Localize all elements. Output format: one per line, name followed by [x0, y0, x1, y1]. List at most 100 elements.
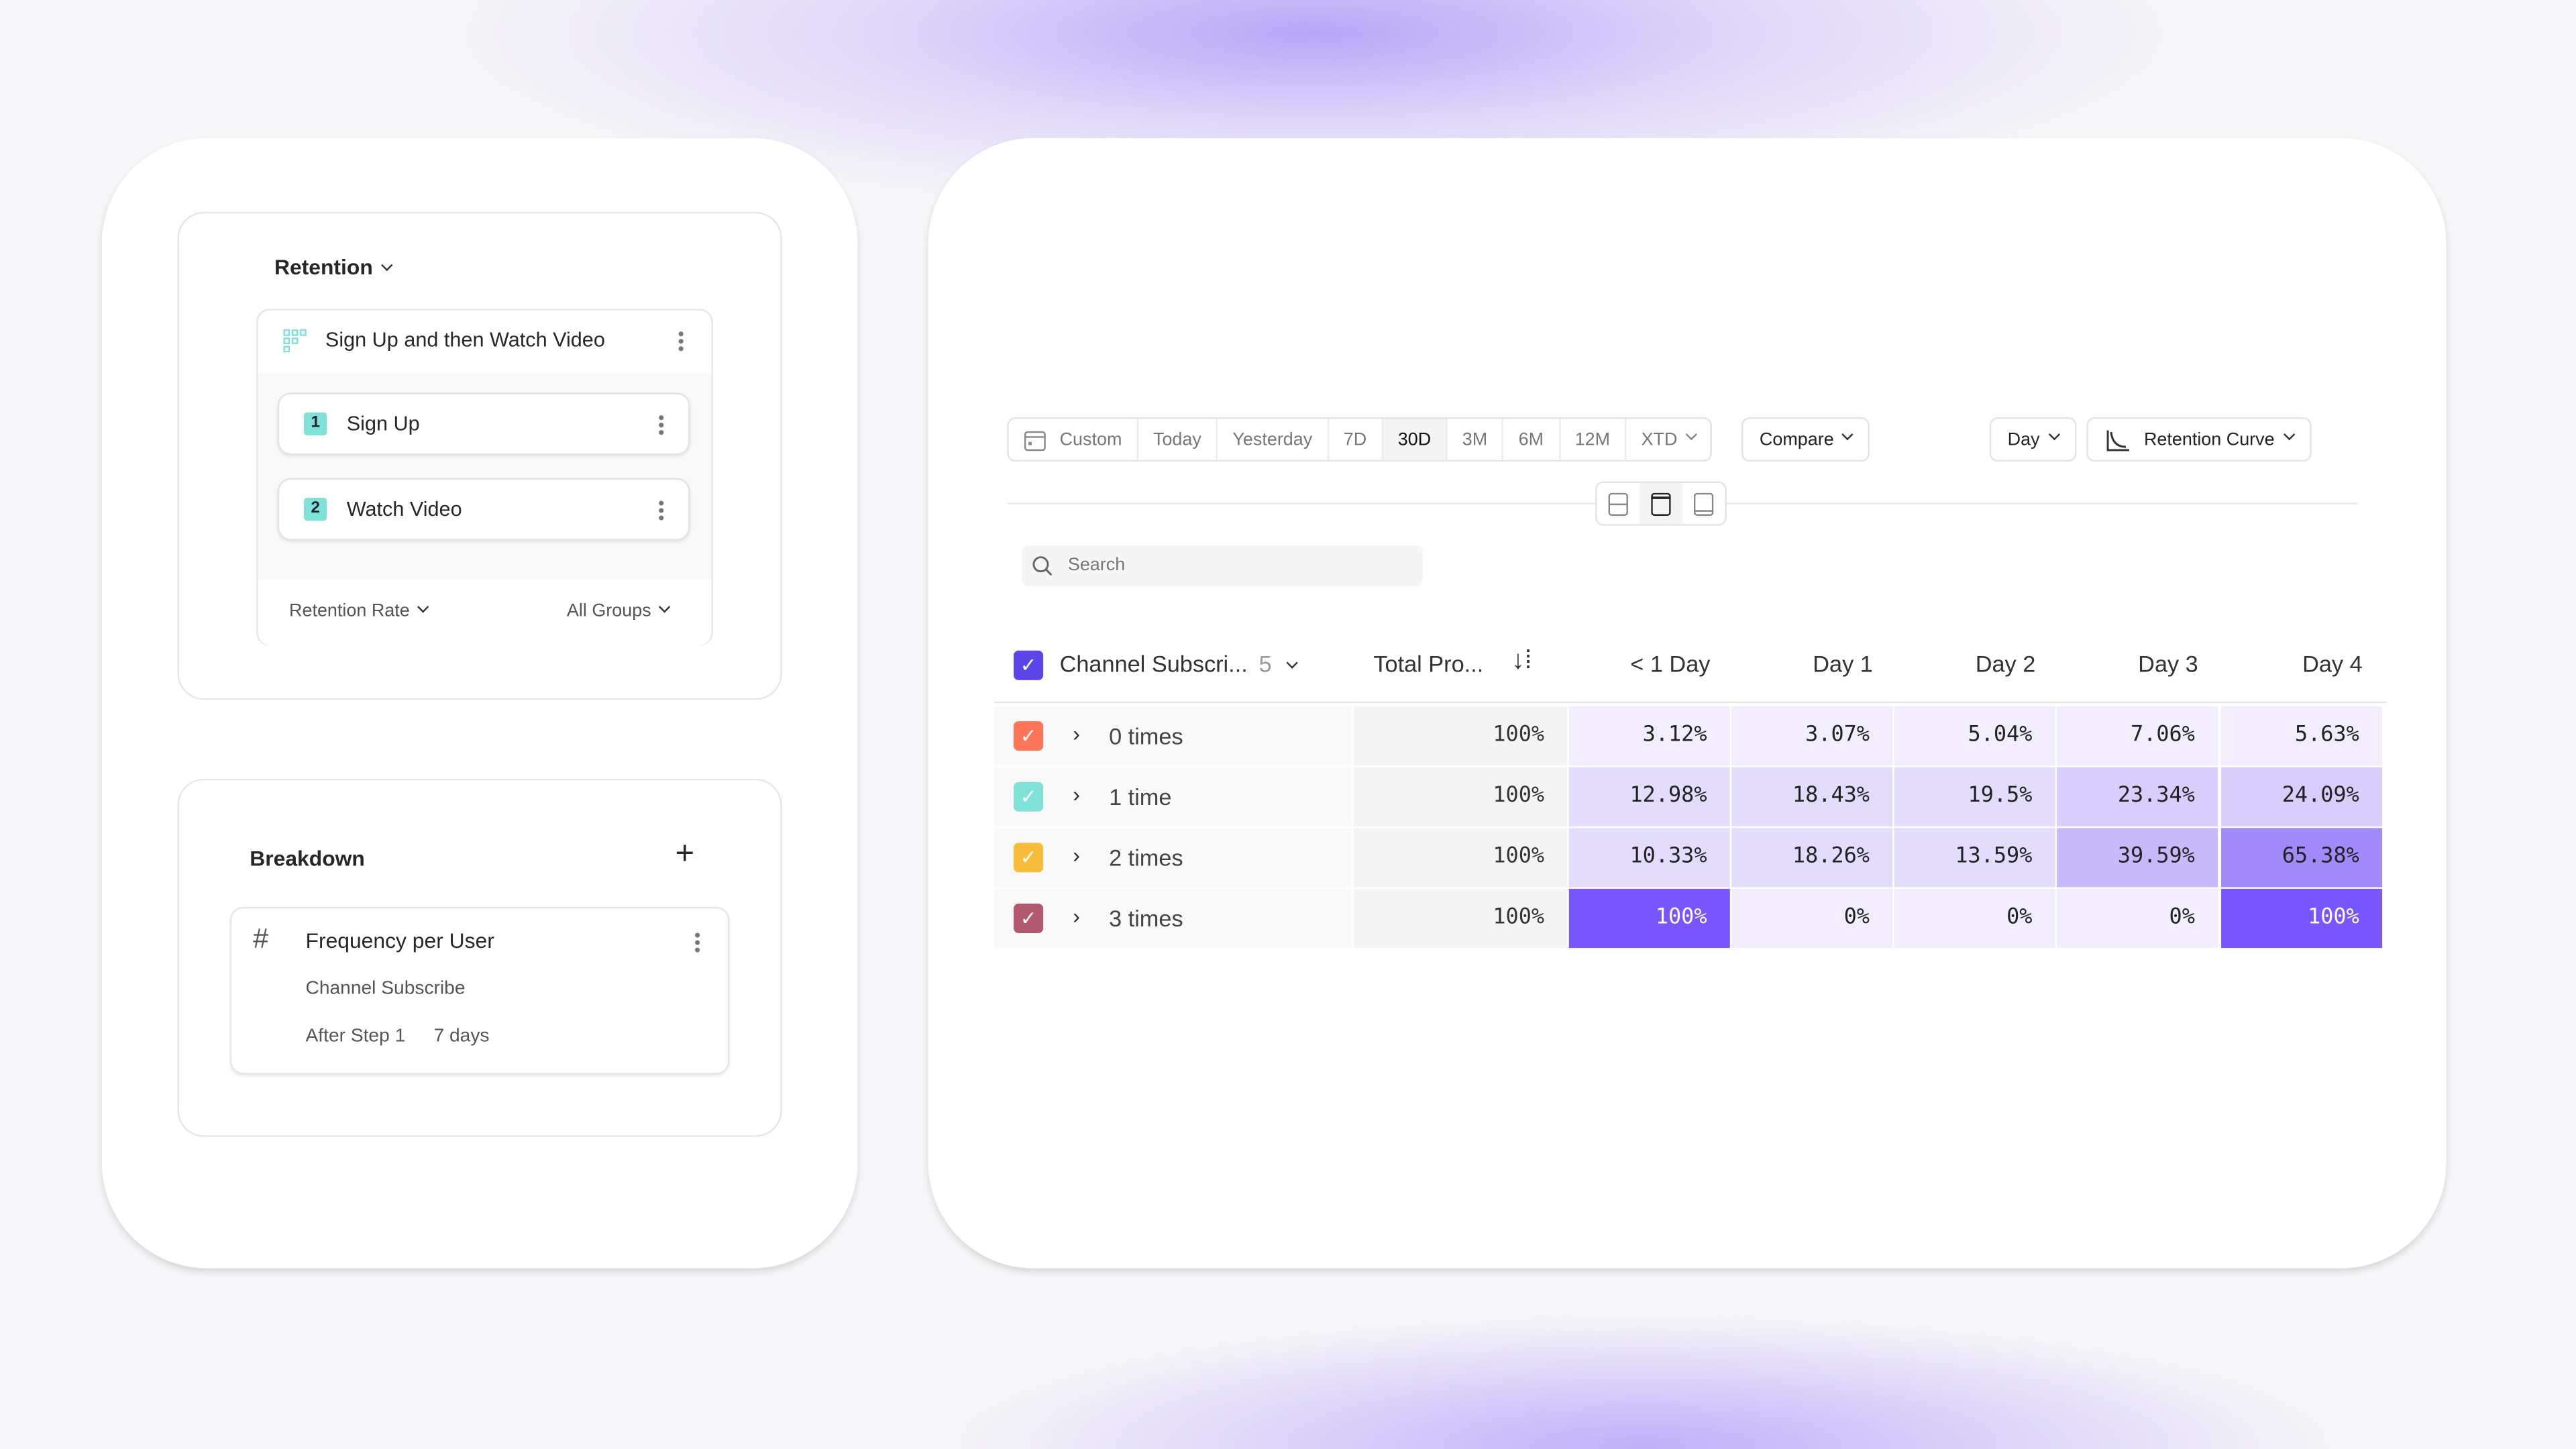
date-range-7d[interactable]: 7D [1329, 419, 1383, 460]
row-label: 2 times [1109, 844, 1183, 871]
expand-row-icon[interactable]: › [1073, 721, 1080, 746]
total-cell: 100% [1353, 888, 1568, 949]
step-label: Watch Video [346, 498, 462, 521]
retention-card: Retention Sign Up and then Watch Video 1… [177, 211, 782, 700]
breakdown-window[interactable]: 7 days [433, 1026, 490, 1047]
search-placeholder: Search [1067, 555, 1126, 576]
layout-table-icon[interactable] [1682, 483, 1725, 524]
chevron-down-icon [1685, 429, 1697, 441]
more-options-icon[interactable] [659, 499, 664, 521]
retention-cell[interactable]: 10.33% [1568, 828, 1730, 888]
metric-dropdown[interactable]: Retention Rate [289, 601, 430, 621]
breakdown-title: Breakdown [250, 846, 365, 871]
total-cell: 100% [1353, 706, 1568, 766]
retention-cell[interactable]: 18.43% [1731, 767, 1893, 826]
chevron-down-icon [380, 259, 393, 272]
row-label: 0 times [1109, 722, 1183, 749]
date-range-30d[interactable]: 30D [1383, 419, 1448, 460]
expand-row-icon[interactable]: › [1073, 782, 1080, 807]
step-watch-video[interactable]: 2 Watch Video [277, 478, 690, 541]
retention-cell[interactable]: 24.09% [2221, 767, 2383, 826]
chart-type-dropdown[interactable]: Retention Curve [2086, 417, 2311, 462]
row-label-bg [994, 828, 1352, 888]
total-cell: 100% [1353, 828, 1568, 888]
calendar-icon [1024, 430, 1046, 451]
retention-selector[interactable]: Retention [274, 254, 393, 280]
left-panel: Retention Sign Up and then Watch Video 1… [101, 138, 858, 1269]
column-header-day[interactable]: < 1 Day [1630, 650, 1711, 677]
date-range-xtd[interactable]: XTD [1627, 419, 1711, 460]
chevron-down-icon [2047, 429, 2060, 441]
row-checkbox[interactable]: ✓ [1014, 782, 1044, 812]
groups-dropdown[interactable]: All Groups [567, 601, 672, 621]
breakdown-item[interactable]: # Frequency per User Channel Subscribe A… [229, 906, 730, 1075]
retention-cell[interactable]: 100% [2221, 888, 2383, 949]
date-range-3m[interactable]: 3M [1448, 419, 1504, 460]
date-range-12m[interactable]: 12M [1560, 419, 1627, 460]
expand-row-icon[interactable]: › [1073, 903, 1080, 928]
chevron-down-icon [659, 601, 672, 613]
breakdown-item-title: Frequency per User [305, 928, 494, 953]
retention-cell[interactable]: 0% [2057, 888, 2218, 949]
chevron-down-icon [417, 601, 430, 613]
chevron-down-icon [2282, 429, 2295, 441]
step-sign-up[interactable]: 1 Sign Up [277, 392, 690, 455]
column-header-day[interactable]: Day 4 [2302, 650, 2363, 677]
retention-cell[interactable]: 3.12% [1568, 706, 1730, 766]
row-label: 3 times [1109, 905, 1183, 932]
expand-row-icon[interactable]: › [1073, 843, 1080, 868]
retention-cell[interactable]: 5.04% [1894, 706, 2055, 766]
retention-cell[interactable]: 7.06% [2057, 706, 2218, 766]
date-range-yesterday[interactable]: Yesterday [1218, 419, 1329, 460]
retention-cell[interactable]: 0% [1894, 888, 2055, 949]
interval-dropdown[interactable]: Day [1989, 417, 2076, 462]
hash-icon: # [253, 923, 269, 955]
date-range-custom[interactable]: Custom [1009, 419, 1138, 460]
breakdown-count: 5 [1258, 650, 1272, 677]
retention-cell[interactable]: 39.59% [2057, 828, 2218, 888]
sort-descending-icon[interactable]: ↓⁞ [1511, 647, 1532, 676]
row-label: 1 time [1109, 784, 1172, 810]
breakdown-column-header[interactable]: Channel Subscri... 5 [1060, 650, 1299, 677]
date-range-6m[interactable]: 6M [1504, 419, 1560, 460]
date-range-today[interactable]: Today [1138, 419, 1218, 460]
retention-curve-icon [2106, 429, 2129, 451]
retention-cell[interactable]: 3.07% [1731, 706, 1893, 766]
event-group-name[interactable]: Sign Up and then Watch Video [325, 328, 605, 352]
retention-cell[interactable]: 18.26% [1731, 828, 1893, 888]
chevron-down-icon [1841, 429, 1854, 441]
column-header-day[interactable]: Day 2 [1975, 650, 2036, 677]
column-header-total[interactable]: Total Pro... [1373, 650, 1484, 677]
retention-cell[interactable]: 0% [1731, 888, 1893, 949]
row-checkbox[interactable]: ✓ [1014, 843, 1044, 873]
retention-cell[interactable]: 65.38% [2221, 828, 2383, 888]
retention-cell[interactable]: 13.59% [1894, 828, 2055, 888]
chevron-down-icon [1286, 657, 1299, 669]
funnel-grid-icon [283, 329, 307, 353]
row-label-bg [994, 767, 1352, 826]
retention-cell[interactable]: 100% [1568, 888, 1730, 949]
breakdown-step[interactable]: After Step 1 [305, 1026, 406, 1047]
search-icon [1032, 556, 1053, 576]
retention-cell[interactable]: 23.34% [2057, 767, 2218, 826]
more-options-icon[interactable] [659, 414, 664, 435]
add-breakdown-icon[interactable]: + [675, 836, 695, 873]
row-checkbox[interactable]: ✓ [1014, 721, 1044, 751]
search-input[interactable]: Search [1022, 545, 1423, 587]
retention-title: Retention [274, 254, 373, 280]
column-header-day[interactable]: Day 3 [2138, 650, 2198, 677]
layout-chart-icon[interactable] [1640, 483, 1682, 525]
retention-cell[interactable]: 19.5% [1894, 767, 2055, 826]
step-label: Sign Up [346, 412, 420, 435]
row-label-bg [994, 888, 1352, 949]
compare-dropdown[interactable]: Compare [1741, 417, 1870, 462]
select-all-checkbox[interactable]: ✓ [1014, 650, 1044, 680]
column-header-day[interactable]: Day 1 [1813, 650, 1873, 677]
retention-cell[interactable]: 5.63% [2221, 706, 2383, 766]
retention-cell[interactable]: 12.98% [1568, 767, 1730, 826]
breakdown-card: Breakdown + # Frequency per User Channel… [177, 778, 782, 1137]
more-options-icon[interactable] [678, 330, 684, 352]
layout-split-icon[interactable] [1597, 483, 1640, 524]
more-options-icon[interactable] [694, 931, 700, 953]
row-checkbox[interactable]: ✓ [1014, 903, 1044, 934]
